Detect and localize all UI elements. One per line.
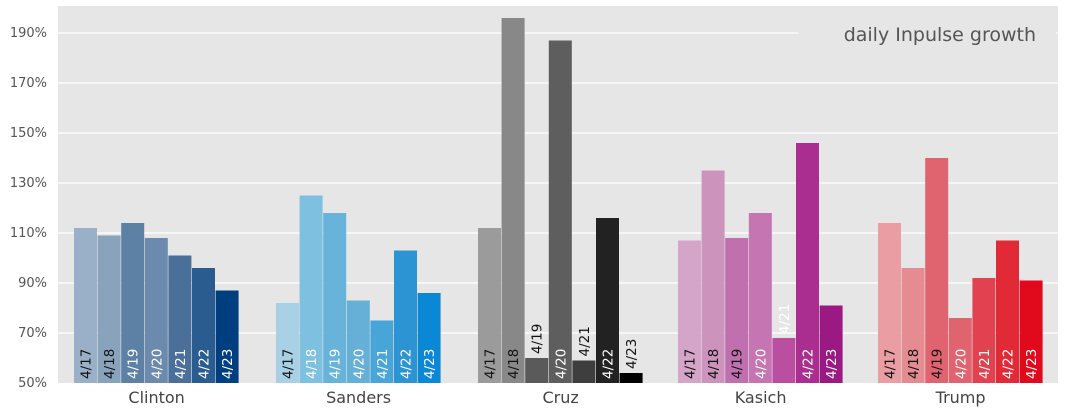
bar-date-label: 4/22 (197, 349, 213, 379)
bar-trump-4-23 (1019, 280, 1043, 383)
bar-date-label: 4/22 (801, 349, 817, 379)
bar-date-label: 4/22 (601, 349, 617, 379)
bar-kasich-4-20 (748, 213, 772, 383)
title-backdrop (798, 8, 1056, 58)
bar-date-label: 4/23 (824, 349, 840, 379)
bar-cruz-4-22 (596, 218, 619, 383)
bars (74, 18, 1043, 383)
x-category-label: Clinton (128, 388, 184, 407)
bar-clinton-4-20 (144, 238, 168, 383)
bar-date-label: 4/23 (1024, 349, 1040, 379)
bar-trump-4-17 (878, 223, 901, 383)
bar-date-label: 4/19 (126, 349, 142, 379)
y-tick-label: 90% (18, 276, 47, 291)
bar-date-label: 4/22 (1001, 349, 1017, 379)
bar-clinton-4-21 (168, 255, 192, 383)
bar-trump-4-20 (948, 318, 972, 383)
bar-clinton-4-22 (192, 268, 215, 383)
x-category-label: Sanders (326, 388, 391, 407)
bar-cruz-4-19 (525, 358, 549, 383)
bar-date-label: 4/20 (953, 349, 969, 379)
chart-title: daily Inpulse growth (844, 24, 1036, 46)
bar-date-label: 4/23 (220, 349, 236, 379)
bar-trump-4-19 (925, 158, 949, 383)
bar-date-label: 4/23 (422, 349, 438, 379)
bar-sanders-4-23 (417, 293, 441, 383)
bar-date-label: 4/22 (399, 349, 415, 379)
bar-date-label: 4/19 (930, 349, 946, 379)
bar-date-label: 4/20 (753, 349, 769, 379)
y-tick-label: 50% (18, 376, 47, 391)
y-tick-label: 150% (10, 126, 47, 141)
bar-date-label: 4/20 (553, 349, 569, 379)
bar-date-label: 4/17 (883, 349, 899, 379)
bar-trump-4-18 (901, 268, 925, 383)
bar-kasich-4-18 (701, 170, 725, 383)
bar-clinton-4-19 (121, 223, 145, 383)
bar-date-label: 4/20 (149, 349, 165, 379)
bar-cruz-4-20 (548, 40, 572, 383)
bar-date-label: 4/19 (328, 349, 344, 379)
bar-cruz-4-21 (572, 360, 596, 383)
bar-sanders-4-19 (323, 213, 347, 383)
bar-clinton-4-17 (74, 228, 97, 383)
bar-kasich-4-21 (772, 338, 796, 383)
bar-cruz-4-18 (501, 18, 525, 383)
bar-date-label: 4/18 (304, 349, 320, 379)
bar-sanders-4-20 (346, 300, 370, 383)
bar-date-labels: 4/17 4/18 4/19 4/20 4/21 4/22 4/23 4/17 4/18 4/19… (79, 304, 1041, 379)
y-tick-label: 170% (10, 76, 47, 91)
bar-sanders-4-22 (394, 250, 417, 383)
bar-kasich-4-19 (725, 238, 749, 383)
y-tick-label: 70% (18, 326, 47, 341)
bar-date-label: 4/20 (351, 349, 367, 379)
bar-trump-4-22 (996, 240, 1019, 383)
bar-cruz-4-17 (478, 228, 501, 383)
bar-date-label: 4/18 (102, 349, 118, 379)
bar-date-label: 4/19 (530, 324, 546, 354)
bar-kasich-4-22 (796, 143, 819, 383)
bar-date-label: 4/21 (777, 304, 793, 334)
bar-date-label: 4/17 (683, 349, 699, 379)
bar-cruz-4-23 (619, 373, 643, 383)
x-axis-categories: Clinton Sanders Cruz Kasich Trump (128, 388, 985, 407)
bar-kasich-4-17 (678, 240, 701, 383)
bar-kasich-4-23 (819, 305, 843, 383)
bar-sanders-4-17 (276, 303, 299, 383)
bar-date-label: 4/21 (977, 349, 993, 379)
y-tick-label: 110% (10, 226, 47, 241)
bar-date-label: 4/21 (375, 349, 391, 379)
bar-date-label: 4/18 (706, 349, 722, 379)
bar-date-label: 4/21 (577, 326, 593, 356)
bar-date-label: 4/17 (281, 349, 297, 379)
x-category-label: Cruz (542, 388, 578, 407)
bar-date-label: 4/23 (624, 339, 640, 369)
bar-sanders-4-21 (370, 320, 394, 383)
bar-date-label: 4/17 (79, 349, 95, 379)
bar-date-label: 4/18 (906, 349, 922, 379)
bar-date-label: 4/21 (173, 349, 189, 379)
bar-clinton-4-23 (215, 290, 239, 383)
bar-date-label: 4/17 (483, 349, 499, 379)
bar-date-label: 4/18 (506, 349, 522, 379)
y-tick-label: 130% (10, 176, 47, 191)
x-category-label: Trump (935, 388, 986, 407)
x-category-label: Kasich (735, 388, 787, 407)
y-tick-label: 190% (10, 26, 47, 41)
bar-sanders-4-18 (299, 195, 323, 383)
y-axis-ticks: 50% 70% 90% 110% 130% 150% 170% 190% (10, 26, 47, 391)
bar-date-label: 4/19 (730, 349, 746, 379)
bar-trump-4-21 (972, 278, 996, 383)
bar-clinton-4-18 (97, 235, 121, 383)
